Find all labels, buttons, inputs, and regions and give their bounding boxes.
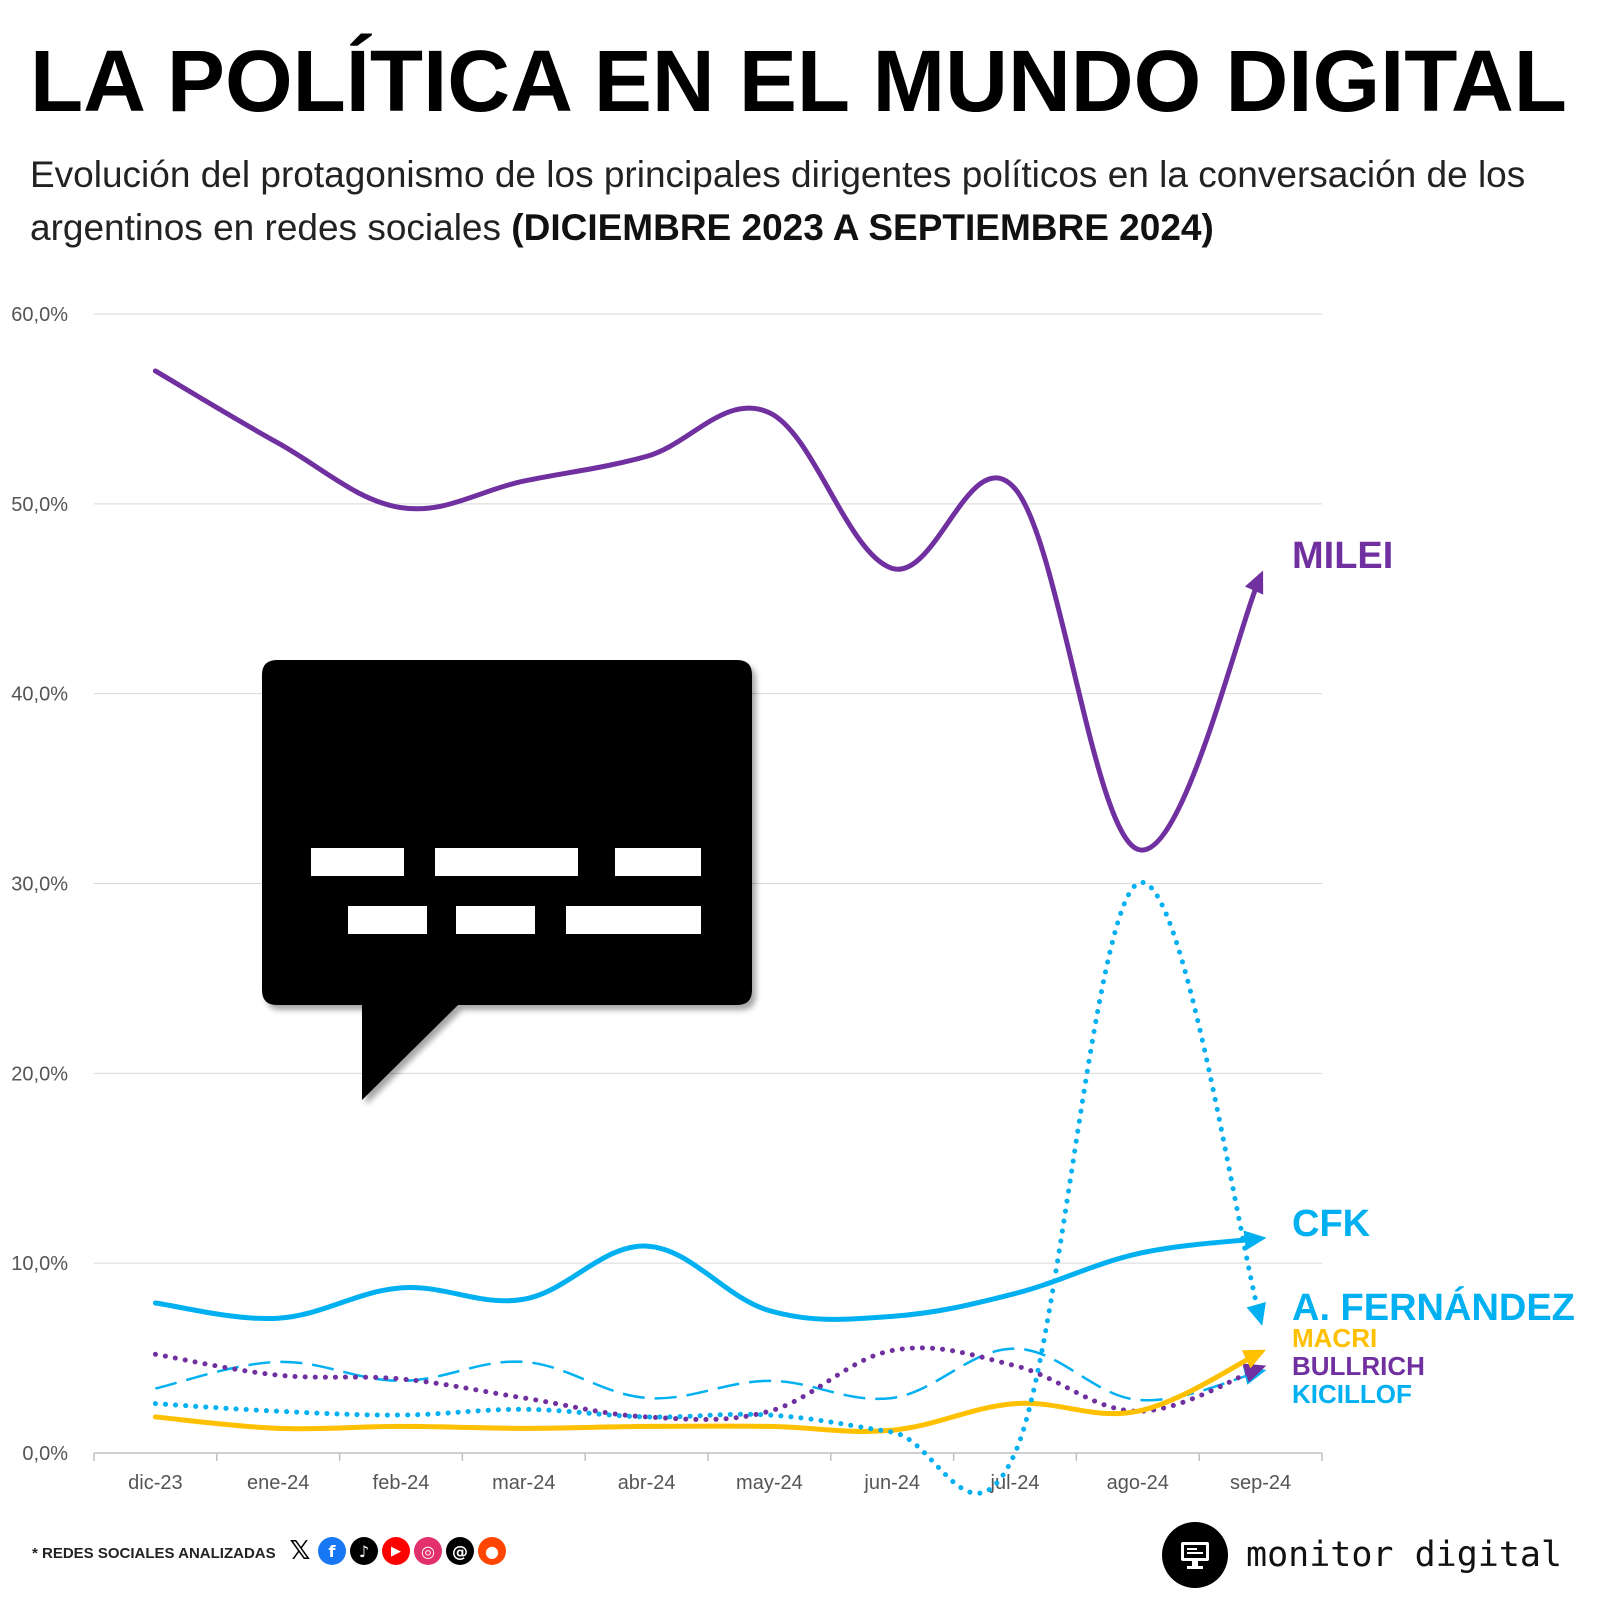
- facebook-icon: f: [318, 1537, 346, 1565]
- reddit-icon: ●: [478, 1537, 506, 1565]
- y-tick-label: 50,0%: [11, 494, 68, 516]
- series-line-macri: [152, 1349, 1264, 1434]
- youtube-icon: ▶: [382, 1537, 410, 1565]
- series-label-kicillof: KICILLOF: [1292, 1379, 1412, 1409]
- x-tick-label: ene-24: [247, 1472, 309, 1494]
- series-line-a-fern-ndez: [152, 880, 1264, 1496]
- x-tick-label: mar-24: [492, 1472, 555, 1494]
- x-axis: dic-23 ene-24 feb-24 mar-24 abr-24 may-24 jun-…: [93, 1452, 1323, 1494]
- brand-logo: monitor digital: [1162, 1522, 1562, 1588]
- tiktok-icon: ♪: [350, 1537, 378, 1565]
- series-arrow-milei: [1244, 570, 1264, 595]
- x-tick-label: sep-24: [1230, 1472, 1291, 1494]
- x-tick-label: ago-24: [1107, 1472, 1169, 1494]
- threads-icon: @: [446, 1537, 474, 1565]
- series-label-bullrich: BULLRICH: [1292, 1351, 1425, 1381]
- brand-name: monitor digital: [1246, 1535, 1563, 1575]
- series-line-cfk: [152, 1235, 1264, 1322]
- page-title: LA POLÍTICA EN EL MUNDO DIGITAL: [30, 33, 1567, 130]
- y-tick-label: 30,0%: [11, 874, 68, 896]
- subtitle-text: Evolución del protagonismo de los princi…: [30, 154, 1526, 248]
- series-arrow-a-fern-ndez: [1246, 1302, 1266, 1326]
- series-line-milei: [152, 368, 1264, 853]
- y-tick-label: 60,0%: [11, 304, 68, 326]
- series-arrow-macri: [1241, 1349, 1267, 1369]
- x-tick-label: dic-23: [128, 1472, 182, 1494]
- series-arrow-bullrich: [1242, 1363, 1267, 1383]
- chart-grid: [94, 313, 1322, 1264]
- chat-bubble-icon: [262, 660, 752, 1100]
- chart-series: [152, 368, 1267, 1496]
- subtitle-date-range: (DICIEMBRE 2023 A SEPTIEMBRE 2024): [511, 207, 1214, 248]
- y-tick-label: 20,0%: [11, 1063, 68, 1085]
- series-labels: MILEI CFK A. FERNÁNDEZMACRIBULLRICHKICILLO…: [1292, 535, 1575, 1409]
- x-tick-label: abr-24: [618, 1472, 676, 1494]
- y-tick-label: 40,0%: [11, 684, 68, 706]
- y-tick-label: 10,0%: [11, 1253, 68, 1275]
- series-label-a-fern-ndez: A. FERNÁNDEZ: [1292, 1285, 1575, 1329]
- y-axis: 0,0% 10,0% 20,0% 30,0% 40,0% 50,0% 60,0%: [11, 304, 68, 1465]
- series-label-cfk: CFK: [1292, 1203, 1371, 1245]
- series-label-milei: MILEI: [1292, 535, 1393, 577]
- series-line-kicillof: [155, 1347, 1261, 1402]
- monitor-icon: [1162, 1522, 1228, 1588]
- series-line-bullrich: [152, 1345, 1264, 1422]
- series-label-macri: MACRI: [1292, 1323, 1377, 1353]
- y-tick-label: 0,0%: [22, 1443, 68, 1465]
- series-arrow-cfk: [1243, 1230, 1267, 1251]
- page-subtitle: Evolución del protagonismo de los princi…: [30, 148, 1590, 254]
- footnote: * REDES SOCIALES ANALIZADAS: [32, 1545, 276, 1562]
- x-tick-label: feb-24: [373, 1472, 430, 1494]
- instagram-icon: ◎: [414, 1537, 442, 1565]
- x-tick-label: jun-24: [863, 1472, 920, 1494]
- x-tick-label: jul-24: [990, 1472, 1040, 1494]
- social-networks: 𝕏 f ♪ ▶ ◎ @ ●: [286, 1536, 506, 1566]
- x-tick-label: may-24: [736, 1472, 803, 1494]
- x-icon: 𝕏: [286, 1536, 314, 1566]
